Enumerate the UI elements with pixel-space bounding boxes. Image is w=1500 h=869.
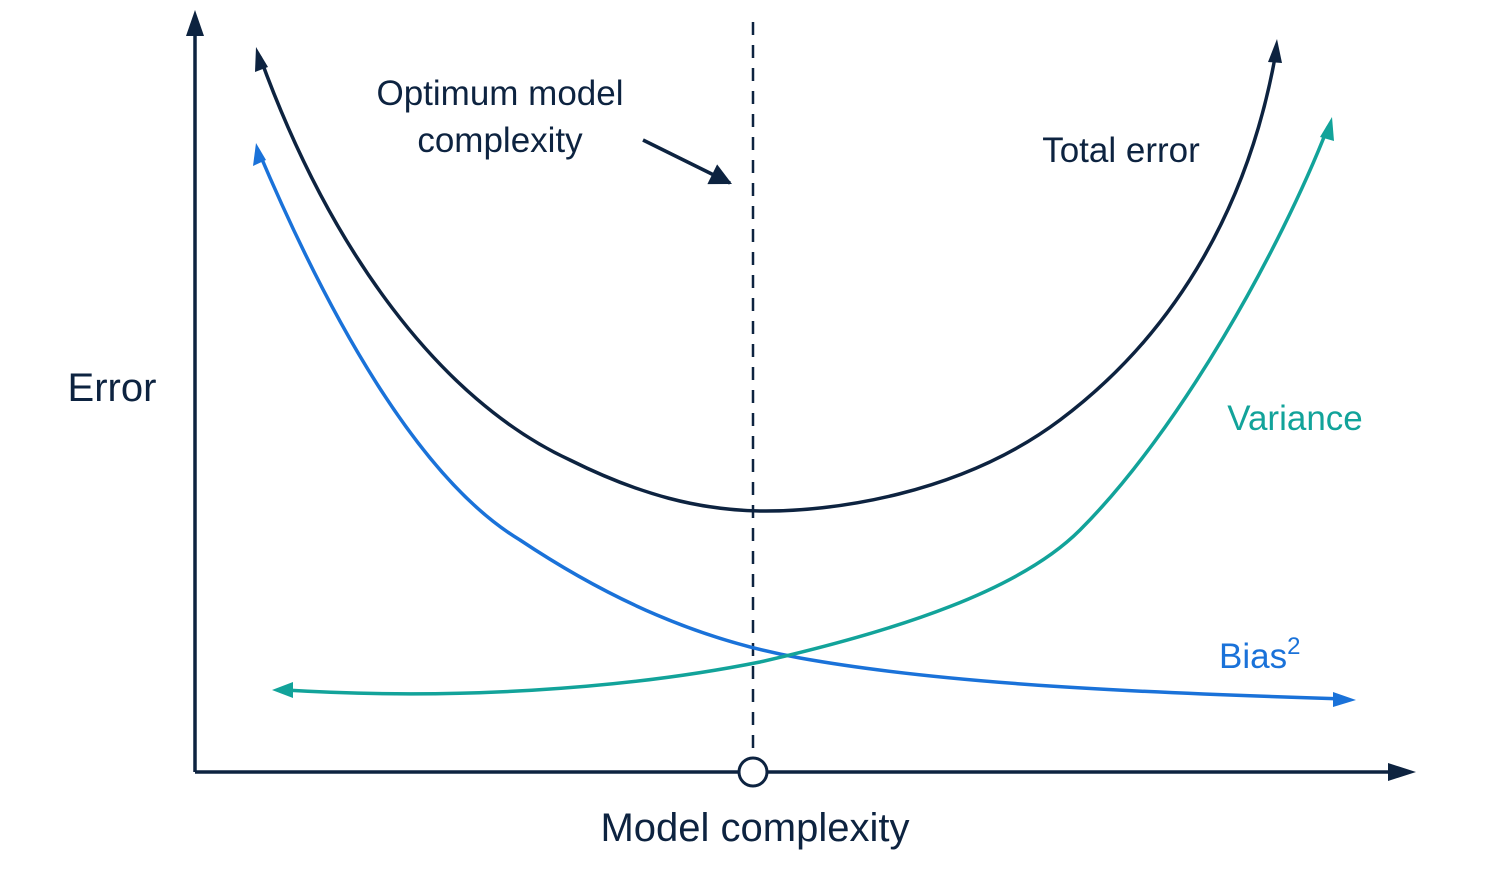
total-error-label: Total error [1042,131,1200,170]
total-error-curve [258,51,1278,513]
axes [186,10,1416,781]
y-axis-arrowhead [186,10,204,36]
total-error-end-arrowhead [1268,39,1282,63]
bias-label-text: Bias [1219,637,1287,676]
bias-curve-start-arrowhead [253,143,266,166]
bias-label: Bias2 [1219,633,1300,676]
variance-curve [284,126,1330,696]
optimum-pointer-arrow [642,138,732,185]
variance-curve-end-arrowhead [1320,117,1334,141]
x-axis-arrowhead [1388,763,1416,781]
x-axis-label: Model complexity [600,806,909,850]
optimum-label-line1: Optimum model [376,74,623,113]
optimum-label-line2: complexity [417,121,583,160]
optimum-point-marker [737,756,769,788]
y-axis-label: Error [68,366,157,410]
variance-label: Variance [1227,399,1363,438]
total-error-start-arrowhead [255,47,268,72]
bias-curve-end-arrowhead [1333,692,1356,707]
bias-squared-curve [256,149,1346,701]
bias-label-superscript: 2 [1287,633,1300,660]
variance-curve-start-arrowhead [272,682,293,698]
